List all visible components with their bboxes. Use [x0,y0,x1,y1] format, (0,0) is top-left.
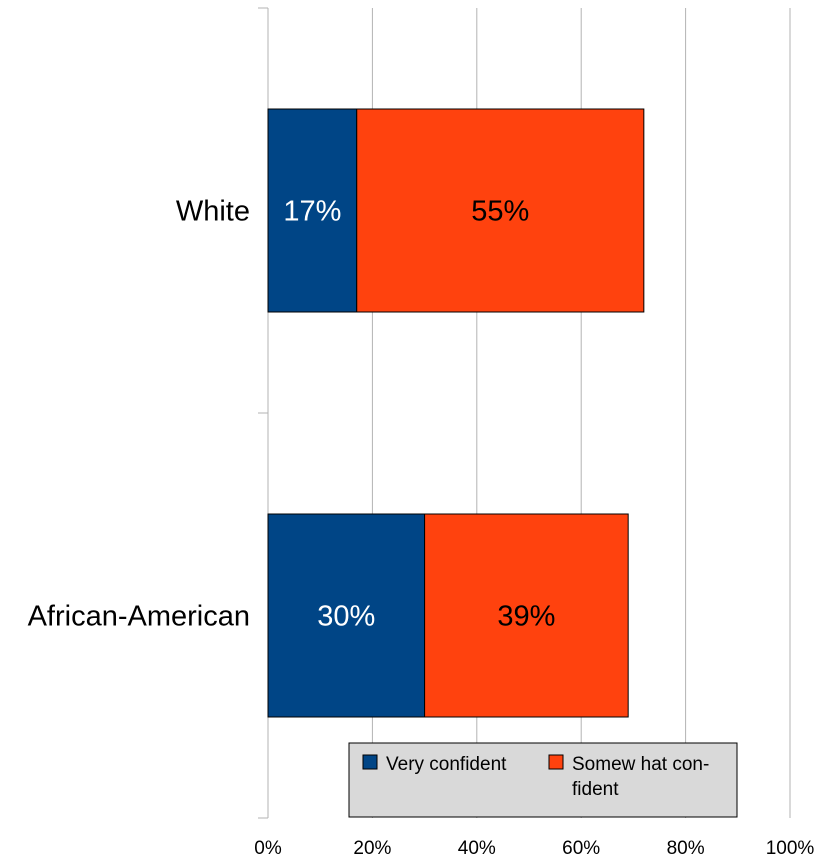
legend-label: fident [572,779,619,800]
data-label: 55% [471,196,529,228]
category-label: White [176,196,250,228]
bars [267,108,645,718]
axes [258,7,269,819]
data-label: 17% [283,196,341,228]
legend-label: Somew hat con- [572,754,709,775]
legend-swatch [548,754,564,770]
x-tick-label: 0% [254,838,282,859]
x-tick-label: 60% [562,838,600,859]
category-label: African-American [28,601,250,633]
legend-label: Very confident [386,754,507,775]
bar-segment [356,108,645,313]
x-tick-label: 20% [353,838,391,859]
data-label: 39% [497,601,555,633]
data-label: 30% [317,601,375,633]
x-tick-label: 40% [458,838,496,859]
bar-segment [267,513,426,718]
legend: Very confident Somew hat con-fident [348,742,738,818]
data-labels: 17% 55% 30% 39% [283,196,555,633]
bar-segment [424,513,629,718]
x-tick-label: 80% [667,838,705,859]
x-tick-label: 100% [766,838,814,859]
legend-box [348,742,738,818]
legend-swatch [362,754,378,770]
tick-labels: 0% 20% 40% 60% 80% 100% White African-American [28,196,814,860]
